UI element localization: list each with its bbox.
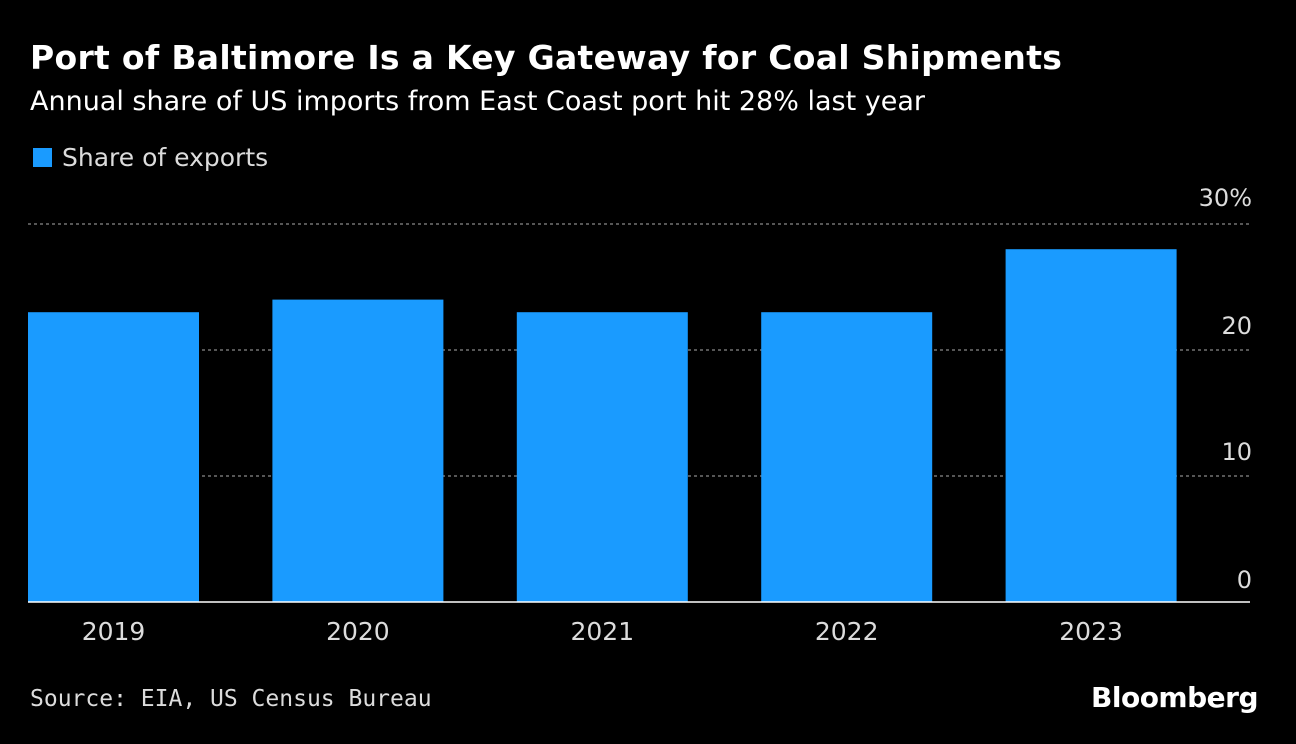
source-note: Source: EIA, US Census Bureau [30,686,432,712]
bar-2022 [761,312,933,602]
bar-2021 [516,312,688,602]
legend-swatch [33,148,52,167]
x-tick-label: 2020 [326,617,390,646]
bloomberg-logo: Bloomberg [1091,681,1258,714]
x-tick-label: 2022 [815,617,879,646]
legend-label: Share of exports [62,143,269,172]
bar-2019 [28,312,199,602]
x-tick-label: 2023 [1059,617,1123,646]
chart-subtitle: Annual share of US imports from East Coa… [30,86,925,117]
legend: Share of exports [33,143,268,172]
y-tick-label: 20 [1221,312,1252,340]
bar-2020 [272,299,444,602]
y-tick-label: 30% [1199,184,1252,212]
chart-title: Port of Baltimore Is a Key Gateway for C… [30,38,1063,77]
y-tick-label: 0 [1237,566,1252,594]
x-tick-label: 2019 [82,617,146,646]
bar-2023 [1005,249,1177,602]
y-tick-label: 10 [1221,438,1252,466]
x-tick-label: 2021 [570,617,634,646]
